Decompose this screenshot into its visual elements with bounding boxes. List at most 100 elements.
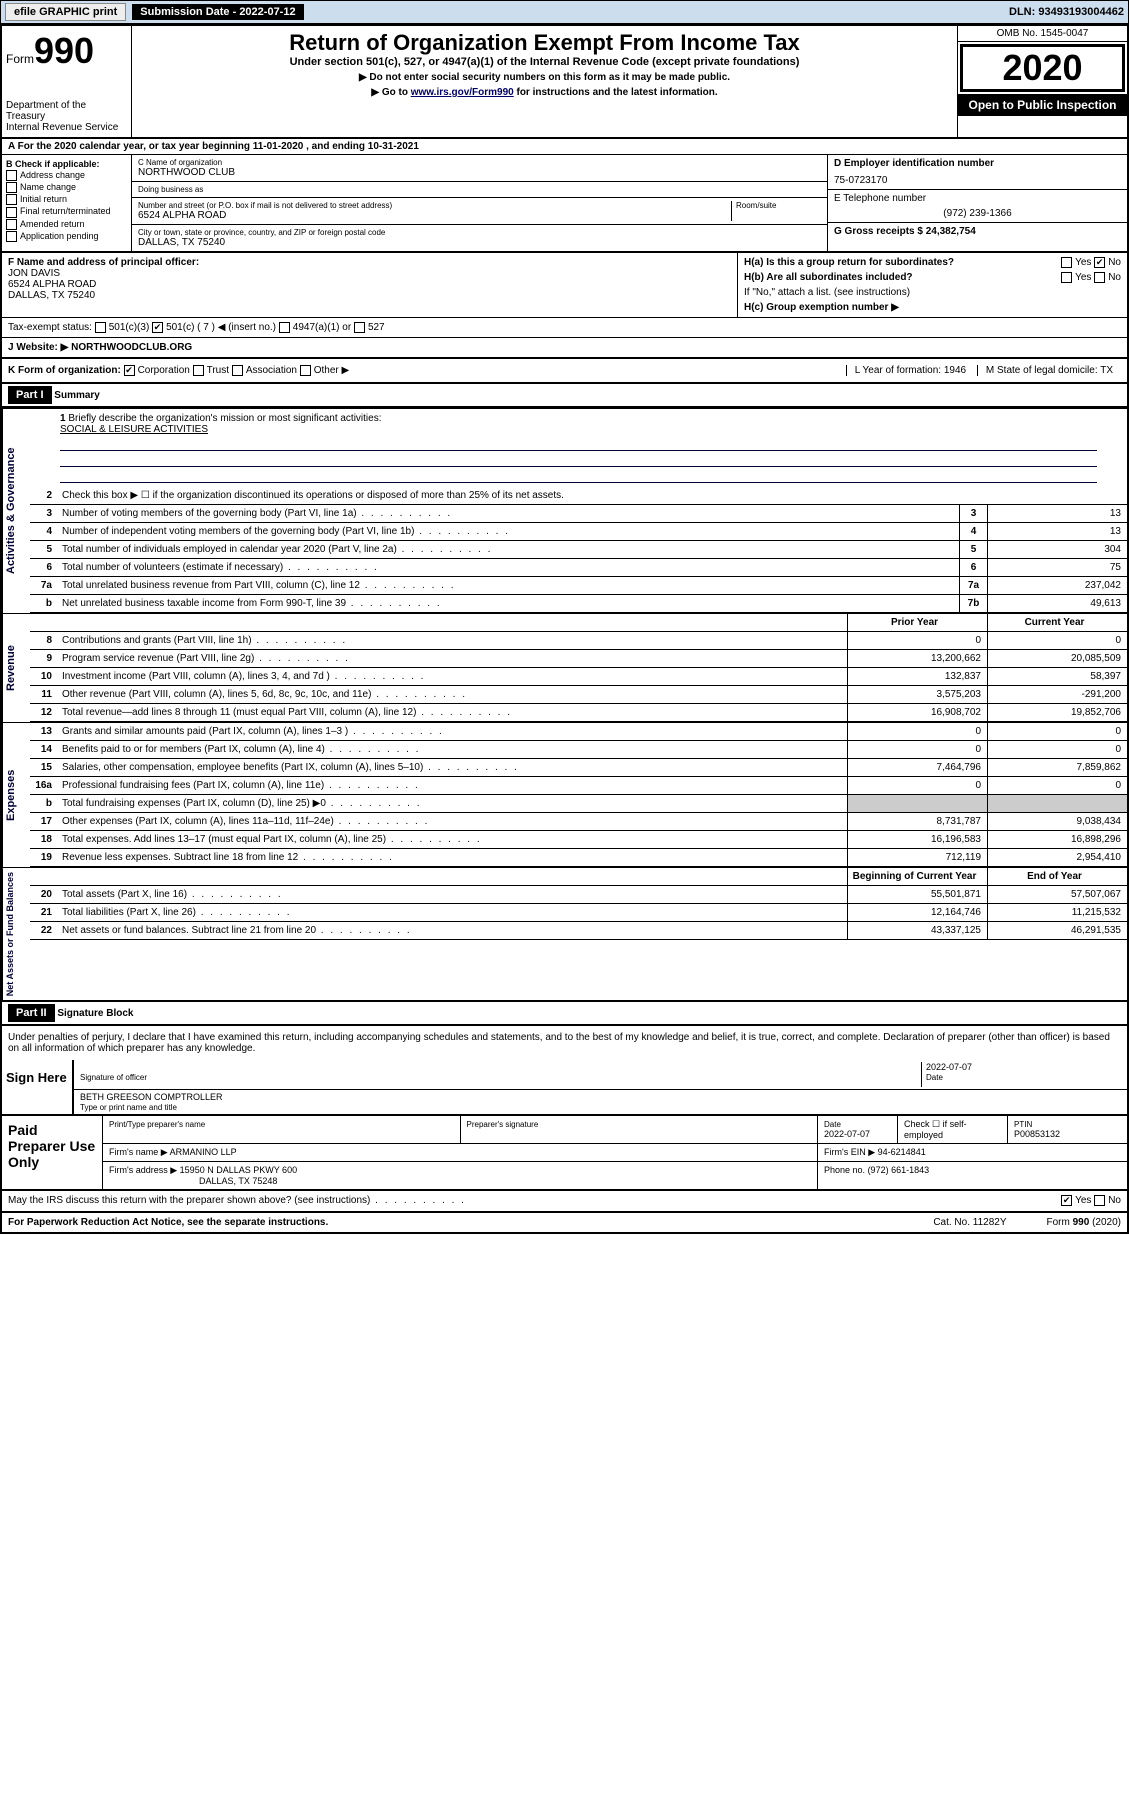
part2-title: Signature Block	[57, 1008, 133, 1019]
firm-name-label: Firm's name ▶	[109, 1147, 168, 1157]
col-de: D Employer identification number75-07231…	[827, 155, 1127, 251]
side-net-assets: Net Assets or Fund Balances	[2, 868, 30, 1000]
col-b: B Check if applicable: Address change Na…	[2, 155, 132, 251]
room-label: Room/suite	[736, 201, 821, 210]
hb-no[interactable]: No	[1108, 272, 1121, 283]
ha-yes[interactable]: Yes	[1075, 257, 1091, 268]
note-2: ▶ Go to www.irs.gov/Form990 for instruct…	[136, 87, 953, 98]
table-row: bNet unrelated business taxable income f…	[30, 595, 1127, 613]
firm-phone-label: Phone no.	[824, 1165, 865, 1175]
omb-number: OMB No. 1545-0047	[958, 26, 1127, 42]
prep-date: 2022-07-07	[824, 1129, 870, 1139]
ptin: P00853132	[1014, 1129, 1060, 1139]
chk-501c[interactable]: ✔	[152, 322, 163, 333]
hdr-end: End of Year	[987, 868, 1127, 885]
table-row: 12Total revenue—add lines 8 through 11 (…	[30, 704, 1127, 722]
form-label: Form	[6, 52, 34, 66]
note2-post: for instructions and the latest informat…	[514, 87, 718, 98]
prep-sig-label: Preparer's signature	[467, 1120, 539, 1129]
firm-ein: 94-6214841	[878, 1147, 926, 1157]
chk-final-return[interactable]: Final return/terminated	[6, 206, 127, 217]
table-row: 4Number of independent voting members of…	[30, 523, 1127, 541]
phone-label: E Telephone number	[834, 193, 926, 204]
note2-pre: ▶ Go to	[371, 87, 410, 98]
dba-label: Doing business as	[138, 185, 821, 194]
prep-self-emp: Check ☐ if self-employed	[897, 1116, 1007, 1143]
part1-header: Part I	[8, 386, 52, 404]
hb-note: If "No," attach a list. (see instruction…	[744, 287, 1121, 298]
form-subtitle: Under section 501(c), 527, or 4947(a)(1)…	[136, 56, 953, 68]
prep-name-label: Print/Type preparer's name	[109, 1120, 205, 1129]
declaration: Under penalties of perjury, I declare th…	[2, 1026, 1127, 1060]
open-inspection: Open to Public Inspection	[958, 94, 1127, 116]
table-row: 16aProfessional fundraising fees (Part I…	[30, 777, 1127, 795]
hc-label: H(c) Group exemption number ▶	[744, 302, 899, 313]
chk-501c3[interactable]	[95, 322, 106, 333]
year-formation: L Year of formation: 1946	[846, 365, 974, 376]
header-right: OMB No. 1545-0047 2020 Open to Public In…	[957, 26, 1127, 137]
sig-date: 2022-07-07	[926, 1062, 972, 1072]
org-name-label: C Name of organization	[138, 158, 821, 167]
sig-officer-label: Signature of officer	[80, 1073, 147, 1082]
ha-no[interactable]: No	[1108, 257, 1121, 268]
form-org-label: K Form of organization:	[8, 365, 121, 376]
topbar: efile GRAPHIC print Submission Date - 20…	[0, 0, 1129, 24]
chk-other[interactable]	[300, 365, 311, 376]
header-left: Form990 Department of the Treasury Inter…	[2, 26, 132, 137]
col-c: C Name of organizationNORTHWOOD CLUB Doi…	[132, 155, 827, 251]
sign-here-label: Sign Here	[2, 1060, 72, 1114]
side-revenue: Revenue	[2, 614, 30, 722]
tax-status-label: Tax-exempt status:	[8, 322, 92, 333]
phone: (972) 239-1366	[834, 208, 1121, 219]
chk-address-change[interactable]: Address change	[6, 170, 127, 181]
chk-527[interactable]	[354, 322, 365, 333]
org-name: NORTHWOOD CLUB	[138, 167, 821, 178]
chk-pending[interactable]: Application pending	[6, 231, 127, 242]
table-row: 8Contributions and grants (Part VIII, li…	[30, 632, 1127, 650]
mission-text: SOCIAL & LEISURE ACTIVITIES	[60, 424, 208, 435]
form-footer: Form 990 (2020)	[1047, 1217, 1121, 1228]
chk-corp[interactable]: ✔	[124, 365, 135, 376]
discuss-yes[interactable]: ✔	[1061, 1195, 1072, 1206]
table-row: 3Number of voting members of the governi…	[30, 505, 1127, 523]
discuss-question: May the IRS discuss this return with the…	[8, 1195, 466, 1206]
officer-addr2: DALLAS, TX 75240	[8, 290, 95, 301]
firm-addr1: 15950 N DALLAS PKWY 600	[180, 1165, 297, 1175]
officer-addr1: 6524 ALPHA ROAD	[8, 279, 96, 290]
discuss-no[interactable]	[1094, 1195, 1105, 1206]
table-row: 22Net assets or fund balances. Subtract …	[30, 922, 1127, 940]
table-row: 10Investment income (Part VIII, column (…	[30, 668, 1127, 686]
table-row: 11Other revenue (Part VIII, column (A), …	[30, 686, 1127, 704]
note-1: ▶ Do not enter social security numbers o…	[136, 72, 953, 83]
hb-yes[interactable]: Yes	[1075, 272, 1091, 283]
table-row: 6Total number of volunteers (estimate if…	[30, 559, 1127, 577]
chk-trust[interactable]	[193, 365, 204, 376]
chk-assoc[interactable]	[232, 365, 243, 376]
table-row: 9Program service revenue (Part VIII, lin…	[30, 650, 1127, 668]
firm-ein-label: Firm's EIN ▶	[824, 1147, 875, 1157]
state-domicile: M State of legal domicile: TX	[977, 365, 1121, 376]
chk-4947[interactable]	[279, 322, 290, 333]
table-row: 17Other expenses (Part IX, column (A), l…	[30, 813, 1127, 831]
city-state-zip: DALLAS, TX 75240	[138, 237, 821, 248]
firm-addr2: DALLAS, TX 75248	[199, 1176, 277, 1186]
table-row: 15Salaries, other compensation, employee…	[30, 759, 1127, 777]
chk-name-change[interactable]: Name change	[6, 182, 127, 193]
instructions-link[interactable]: www.irs.gov/Form990	[411, 87, 514, 98]
hb-label: H(b) Are all subordinates included?	[744, 272, 913, 283]
chk-initial-return[interactable]: Initial return	[6, 194, 127, 205]
addr-label: Number and street (or P.O. box if mail i…	[138, 201, 731, 210]
sect-f: F Name and address of principal officer:…	[2, 253, 737, 317]
efile-button[interactable]: efile GRAPHIC print	[5, 3, 126, 21]
q2: Check this box ▶ ☐ if the organization d…	[58, 488, 1127, 503]
table-row: 5Total number of individuals employed in…	[30, 541, 1127, 559]
hdr-prior: Prior Year	[847, 614, 987, 631]
firm-addr-label: Firm's address ▶	[109, 1165, 177, 1175]
table-row: 7aTotal unrelated business revenue from …	[30, 577, 1127, 595]
ha-label: H(a) Is this a group return for subordin…	[744, 257, 954, 268]
chk-amended[interactable]: Amended return	[6, 219, 127, 230]
officer-label: F Name and address of principal officer:	[8, 257, 199, 268]
city-label: City or town, state or province, country…	[138, 228, 821, 237]
table-row: bTotal fundraising expenses (Part IX, co…	[30, 795, 1127, 813]
website: NORTHWOODCLUB.ORG	[71, 342, 192, 353]
